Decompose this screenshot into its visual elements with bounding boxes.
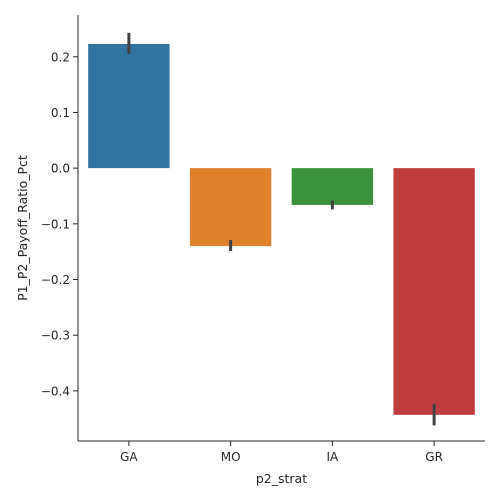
y-tick-label: 0.2	[51, 50, 70, 64]
y-tick-label: 0.1	[51, 106, 70, 120]
y-tick-label: 0.0	[51, 162, 70, 176]
x-tick-label: MO	[221, 450, 241, 464]
bar-ia	[291, 168, 374, 205]
y-tick-label: −0.4	[41, 384, 70, 398]
x-tick-label: IA	[327, 450, 340, 464]
bar-gr	[393, 168, 475, 415]
error-bars-group	[127, 32, 436, 426]
y-tick-label: −0.3	[41, 329, 70, 343]
x-tick-label: GA	[120, 450, 138, 464]
bar-ga	[88, 43, 170, 169]
y-axis: −0.4 −0.3 −0.2 −0.1 0.0 0.1 0.2	[41, 15, 79, 441]
bar-mo	[189, 168, 272, 247]
y-tick-label: −0.1	[41, 217, 70, 231]
x-axis: GA MO IA GR	[78, 440, 485, 464]
x-axis-label: p2_strat	[256, 471, 307, 486]
y-axis-label: P1_P2_Payoff_Ratio_Pct	[15, 155, 30, 301]
y-tick-label: −0.2	[41, 273, 70, 287]
x-tick-label: GR	[425, 450, 443, 464]
bars-group	[88, 43, 475, 415]
